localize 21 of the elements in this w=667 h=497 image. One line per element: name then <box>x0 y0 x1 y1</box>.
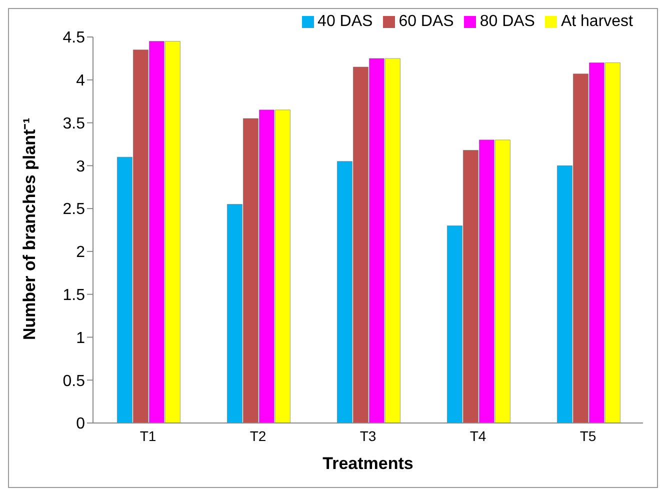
x-axis-title: Treatments <box>322 454 414 473</box>
legend-label: 80 DAS <box>480 13 535 30</box>
y-tick-label: 2 <box>76 244 86 262</box>
y-tick-label: 1 <box>76 330 86 347</box>
legend-label: 60 DAS <box>398 13 454 30</box>
y-tick-label: 4.5 <box>62 30 86 47</box>
x-tick-label: T2 <box>250 428 266 444</box>
x-tick-label: T4 <box>470 428 486 444</box>
legend-label: At harvest <box>560 13 633 30</box>
x-tick-label: T1 <box>140 428 156 444</box>
y-tick-label: 0 <box>76 416 86 433</box>
legend-label: 40 DAS <box>318 13 373 30</box>
y-tick-label: 0.5 <box>62 372 86 390</box>
y-tick-label: 3 <box>76 158 86 176</box>
y-tick-label: 1.5 <box>62 287 86 304</box>
y-tick-label: 3.5 <box>62 115 86 132</box>
y-axis-title: Number of branches plant⁻¹ <box>20 117 40 340</box>
y-tick-label: 2.5 <box>62 201 86 218</box>
y-tick-label: 4 <box>76 72 86 90</box>
x-tick-label: T5 <box>580 428 596 444</box>
x-tick-label: T3 <box>360 428 376 444</box>
